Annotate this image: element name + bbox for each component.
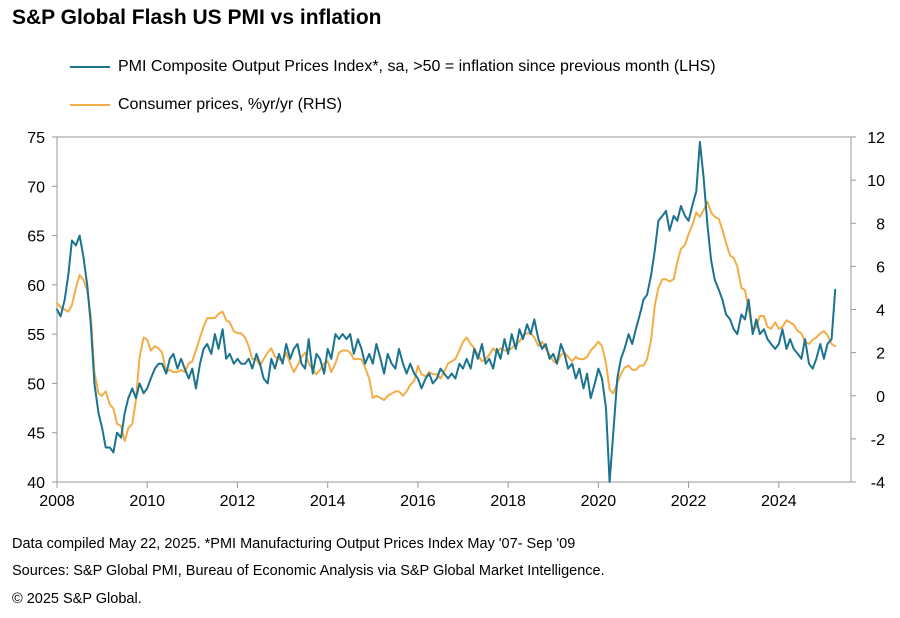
right-tick-label: -2: [871, 432, 885, 449]
x-tick-label: 2008: [39, 493, 75, 510]
chart-title: S&P Global Flash US PMI vs inflation: [12, 6, 382, 29]
legend-swatch-pmi: [70, 66, 110, 68]
x-tick-label: 2020: [581, 493, 617, 510]
right-tick-label: 2: [876, 346, 885, 363]
right-tick-label: -4: [871, 475, 885, 492]
legend-label-cpi: Consumer prices, %yr/yr (RHS): [118, 96, 343, 113]
footnote-copyright: © 2025 S&P Global.: [12, 591, 142, 607]
right-tick-label: 0: [876, 389, 885, 406]
left-tick-label: 75: [27, 130, 45, 147]
right-tick-label: 12: [867, 130, 885, 147]
x-tick-label: 2014: [310, 493, 346, 510]
x-tick-label: 2016: [400, 493, 436, 510]
x-tick-label: 2022: [671, 493, 707, 510]
left-tick-label: 40: [27, 475, 45, 492]
plot-frame: [56, 136, 852, 483]
footnote-sources: Sources: S&P Global PMI, Bureau of Econo…: [12, 563, 605, 579]
right-tick-label: 4: [876, 303, 885, 320]
left-tick-label: 60: [27, 278, 45, 295]
legend-item-cpi: Consumer prices, %yr/yr (RHS): [70, 94, 342, 116]
x-tick-label: 2012: [220, 493, 256, 510]
right-tick-label: 10: [867, 173, 885, 190]
left-tick-label: 55: [27, 327, 45, 344]
series-line-cpi: [56, 200, 837, 442]
right-tick-label: 6: [876, 259, 885, 276]
left-tick-label: 45: [27, 426, 45, 443]
footnote-data-compiled: Data compiled May 22, 2025. *PMI Manufac…: [12, 536, 576, 552]
series-line-pmi: [56, 140, 837, 483]
legend-item-pmi: PMI Composite Output Prices Index*, sa, …: [70, 56, 716, 78]
left-tick-label: 70: [27, 179, 45, 196]
x-tick-label: 2010: [129, 493, 165, 510]
x-tick-label: 2024: [761, 493, 797, 510]
right-tick-label: 8: [876, 216, 885, 233]
x-tick-label: 2018: [490, 493, 526, 510]
legend-swatch-cpi: [70, 104, 110, 106]
legend-label-pmi: PMI Composite Output Prices Index*, sa, …: [118, 58, 716, 75]
left-tick-label: 65: [27, 229, 45, 246]
left-tick-label: 50: [27, 376, 45, 393]
